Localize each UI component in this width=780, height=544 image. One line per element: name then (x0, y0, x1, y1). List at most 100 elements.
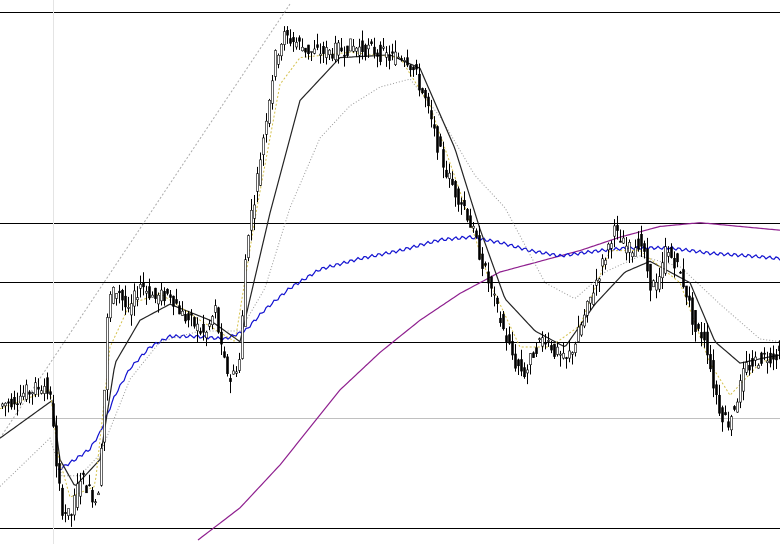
candle-body-up (766, 360, 769, 363)
candle-body-up (4, 402, 7, 407)
candle-body-up (754, 356, 757, 361)
candle-body-up (349, 38, 352, 52)
candle-body-down (523, 367, 526, 378)
candle-body-down (292, 37, 295, 43)
candle-body-down (184, 313, 187, 322)
candle-body-up (526, 369, 529, 374)
candle-body-up (274, 50, 277, 77)
trend-line-segment (0, 3, 291, 439)
candle-body-down (370, 41, 373, 44)
candle-body-up (742, 368, 745, 392)
candle-body-up (31, 392, 34, 395)
candle-body-up (79, 480, 82, 497)
candle-body-down (457, 188, 460, 205)
candle-body-up (337, 42, 340, 56)
candle-body-up (112, 287, 115, 304)
candle-body-up (325, 47, 328, 58)
candle-body-up (40, 390, 43, 394)
candle-body-down (439, 136, 442, 147)
candle-body-down (142, 282, 145, 288)
candle-body-up (472, 225, 475, 229)
candle-body-up (655, 282, 658, 291)
candle-body-down (685, 285, 688, 298)
candle-body-up (658, 276, 661, 290)
candle-body-up (268, 99, 271, 124)
candle-body-down (286, 30, 289, 36)
candle-body-up (310, 51, 313, 53)
candle-body-down (187, 313, 190, 321)
candle-body-up (139, 284, 142, 289)
candle-body-up (628, 242, 631, 253)
candle-body-down (85, 485, 88, 494)
candle-body-up (283, 31, 286, 45)
candle-body-down (718, 394, 721, 414)
candle-body-up (493, 293, 496, 296)
candle-body-down (751, 358, 754, 367)
candle-body-down (289, 38, 292, 44)
candle-body-up (22, 392, 25, 397)
candle-body-up (598, 278, 601, 282)
candle-body-down (46, 377, 49, 394)
candle-body-up (538, 338, 541, 340)
candle-body-down (505, 335, 508, 343)
candle-body-down (517, 359, 520, 367)
candle-body-down (484, 263, 487, 266)
candle-body-up (43, 386, 46, 394)
candle-body-up (592, 292, 595, 305)
candle-body-up (334, 42, 337, 60)
candle-body-down (646, 248, 649, 272)
candle-body-down (487, 271, 490, 284)
candle-body-up (133, 290, 136, 307)
candle-body-down (676, 253, 679, 263)
candle-body-down (421, 88, 424, 94)
candle-body-down (154, 287, 157, 299)
candle-body-up (130, 303, 133, 316)
candle-body-down (679, 271, 682, 274)
candle-body-down (364, 44, 367, 57)
candle-body-down (673, 258, 676, 269)
candle-body-up (241, 315, 244, 359)
candle-body-down (322, 46, 325, 54)
candle-body-up (631, 252, 634, 257)
candle-body-down (88, 484, 91, 487)
candle-body-down (436, 126, 439, 153)
candle-body-up (265, 120, 268, 135)
candle-body-up (259, 159, 262, 186)
candle-body-up (244, 259, 247, 327)
candle-body-down (424, 89, 427, 99)
candles (1, 26, 780, 527)
candle-body-up (634, 247, 637, 257)
candle-body-up (664, 246, 667, 274)
candle-body-down (640, 233, 643, 247)
candle-body-down (379, 44, 382, 62)
candle-body-down (514, 353, 517, 369)
candle-body-down (463, 200, 466, 207)
candle-body-up (403, 60, 406, 62)
candle-body-up (559, 353, 562, 356)
candle-body-down (121, 290, 124, 301)
candle-body-up (355, 47, 358, 52)
candle-body-down (343, 54, 346, 57)
candle-body-down (166, 288, 169, 294)
candle-body-down (226, 356, 229, 374)
candle-body-down (346, 45, 349, 56)
candle-body-up (382, 46, 385, 49)
candle-body-down (202, 323, 205, 333)
candle-body-down (724, 412, 727, 416)
candle-body-up (319, 53, 322, 56)
candle-body-down (565, 357, 568, 359)
candle-body-down (475, 230, 478, 238)
candle-body-down (169, 294, 172, 298)
candle-body-up (232, 370, 235, 375)
candle-body-up (541, 337, 544, 347)
candle-body-down (703, 331, 706, 341)
candle-body-up (394, 51, 397, 65)
candle-body-up (76, 483, 79, 508)
candle-body-up (157, 294, 160, 305)
candle-body-down (688, 295, 691, 301)
candle-body-up (208, 323, 211, 327)
candle-body-up (151, 294, 154, 298)
candle-body-down (418, 73, 421, 91)
